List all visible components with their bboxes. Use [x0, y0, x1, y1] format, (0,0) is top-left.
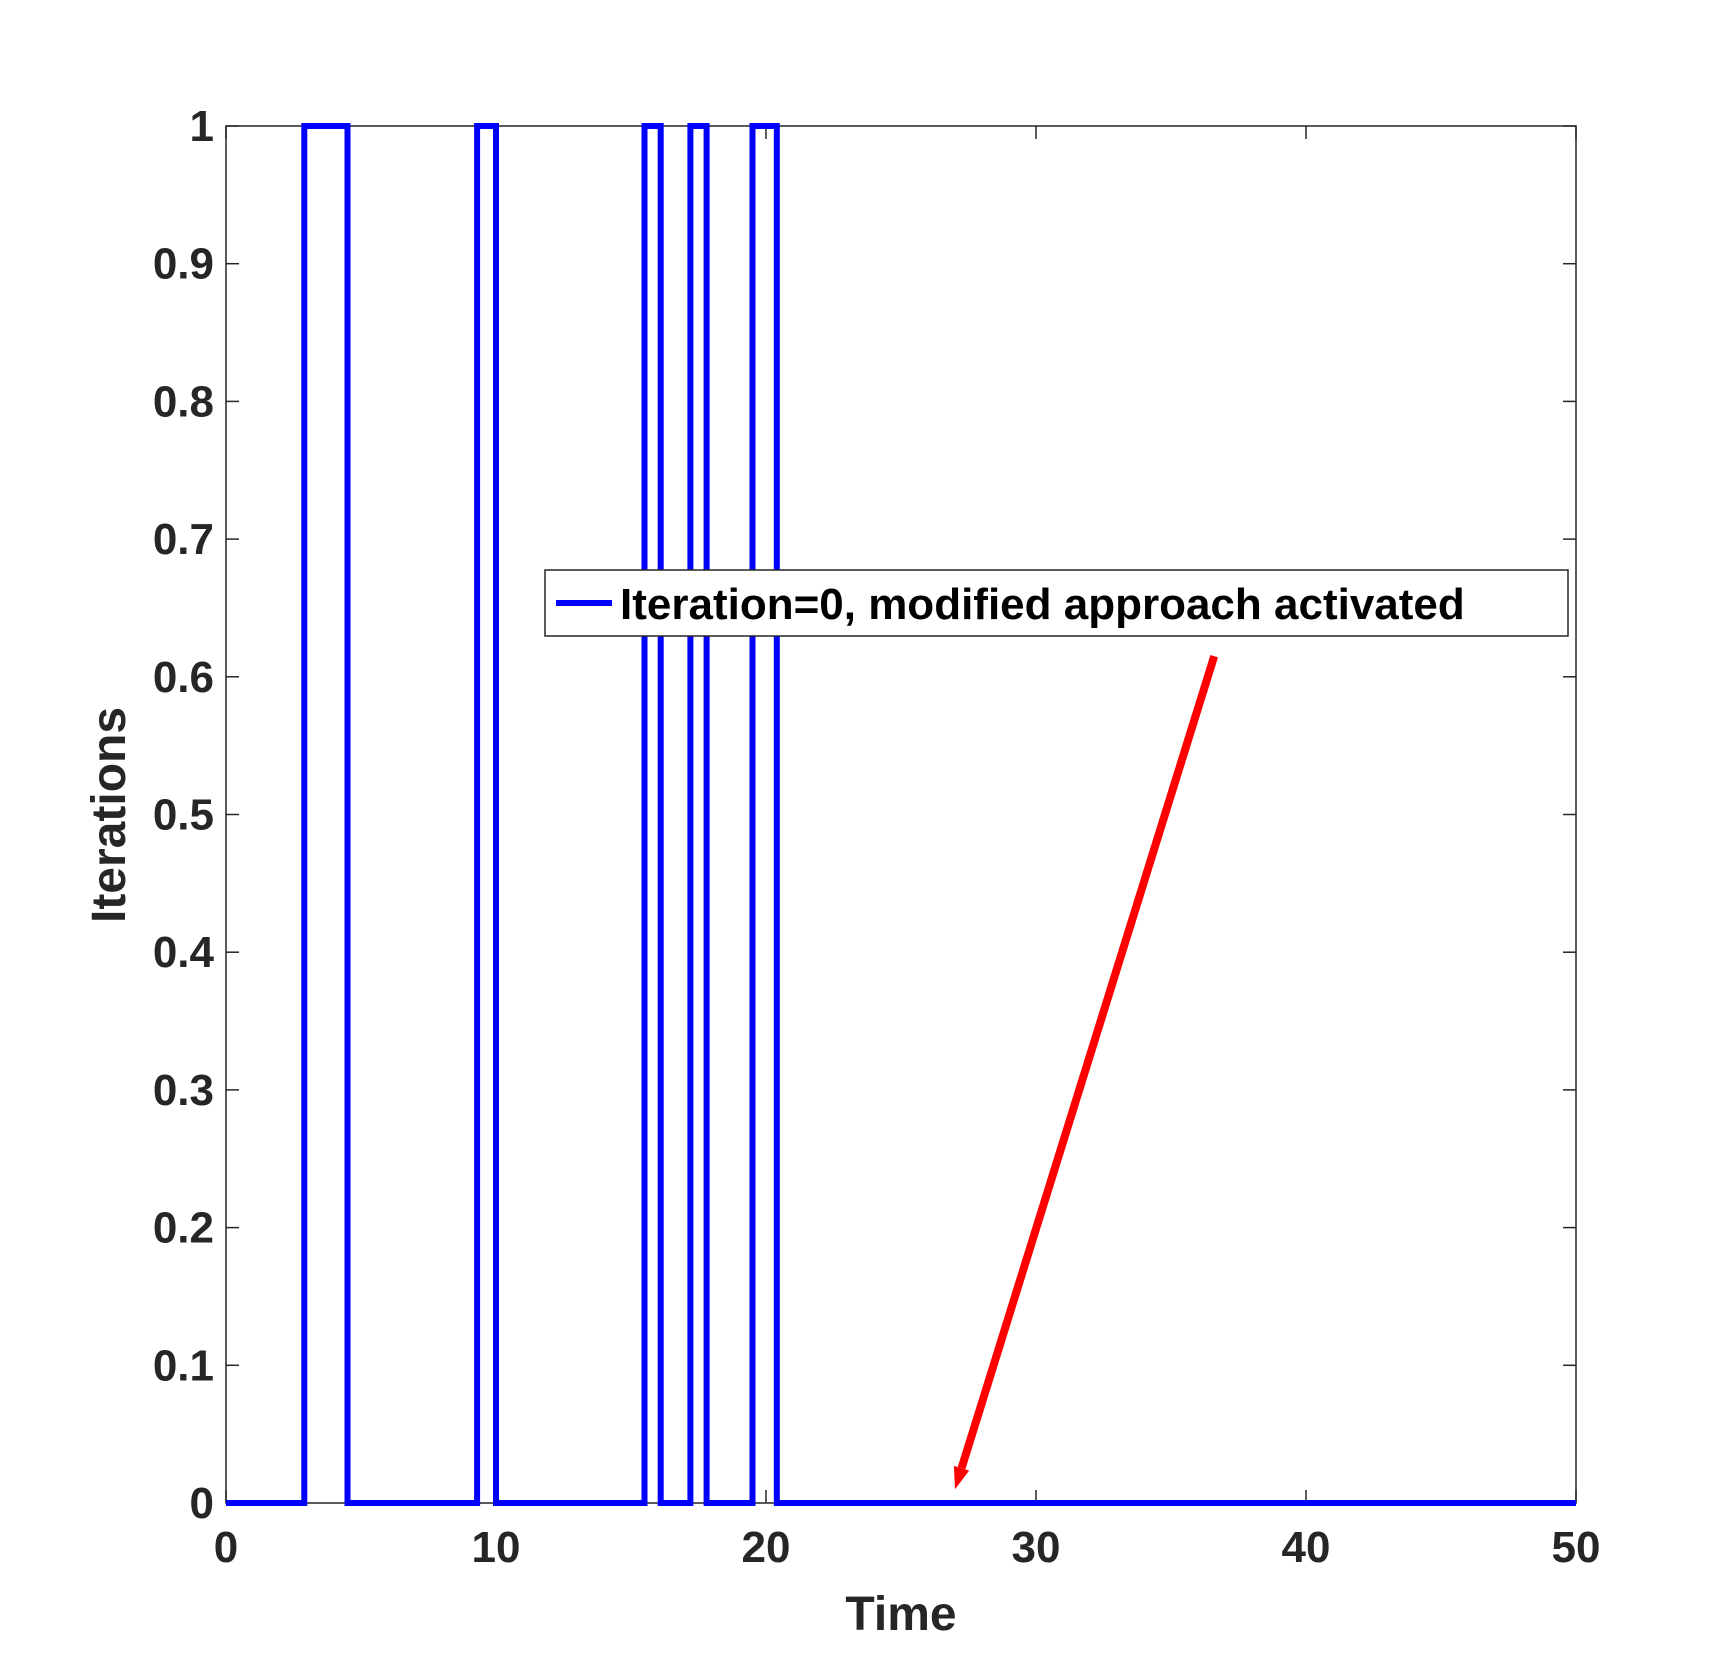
annotation-arrow-head: [953, 1465, 970, 1490]
y-tick-label: 0.4: [153, 928, 215, 977]
y-tick-label: 0.6: [153, 653, 214, 702]
ticks-layer: 0 10 20 30 40 50 0 0.1 0.2 0.3 0.4 0.5 0.6 0.7 0.8 0.9 1: [153, 102, 1601, 1572]
annotation-layer: [953, 654, 1219, 1490]
y-tick-label: 1: [190, 102, 214, 151]
y-tick-label: 0.5: [153, 791, 214, 840]
y-tick-label: 0.9: [153, 240, 214, 289]
y-tick-label: 0.2: [153, 1204, 214, 1253]
legend-label: Iteration=0, modified approach activated: [620, 580, 1465, 629]
legend: Iteration=0, modified approach activated: [544, 569, 1569, 637]
y-tick-label: 0.1: [153, 1341, 214, 1390]
series-line: [226, 123, 1576, 1506]
y-tick-label: 0.7: [153, 515, 214, 564]
x-axis-title: Time: [845, 1588, 956, 1641]
x-tick-label: 0: [214, 1523, 238, 1572]
legend-box: [544, 569, 1569, 637]
x-tick-label: 40: [1282, 1523, 1331, 1572]
x-tick-label: 50: [1552, 1523, 1601, 1572]
series-layer: [226, 123, 1576, 1506]
y-axis-title: Iterations: [83, 707, 136, 923]
x-tick-label: 10: [472, 1523, 521, 1572]
annotation-arrow-shaft: [957, 654, 1219, 1470]
y-tick-label: 0: [190, 1479, 214, 1528]
x-tick-label: 30: [1012, 1523, 1061, 1572]
y-tick-label: 0.3: [153, 1066, 214, 1115]
x-tick-label: 20: [742, 1523, 791, 1572]
plot-area: [225, 125, 1577, 1504]
y-tick-label: 0.8: [153, 377, 214, 426]
